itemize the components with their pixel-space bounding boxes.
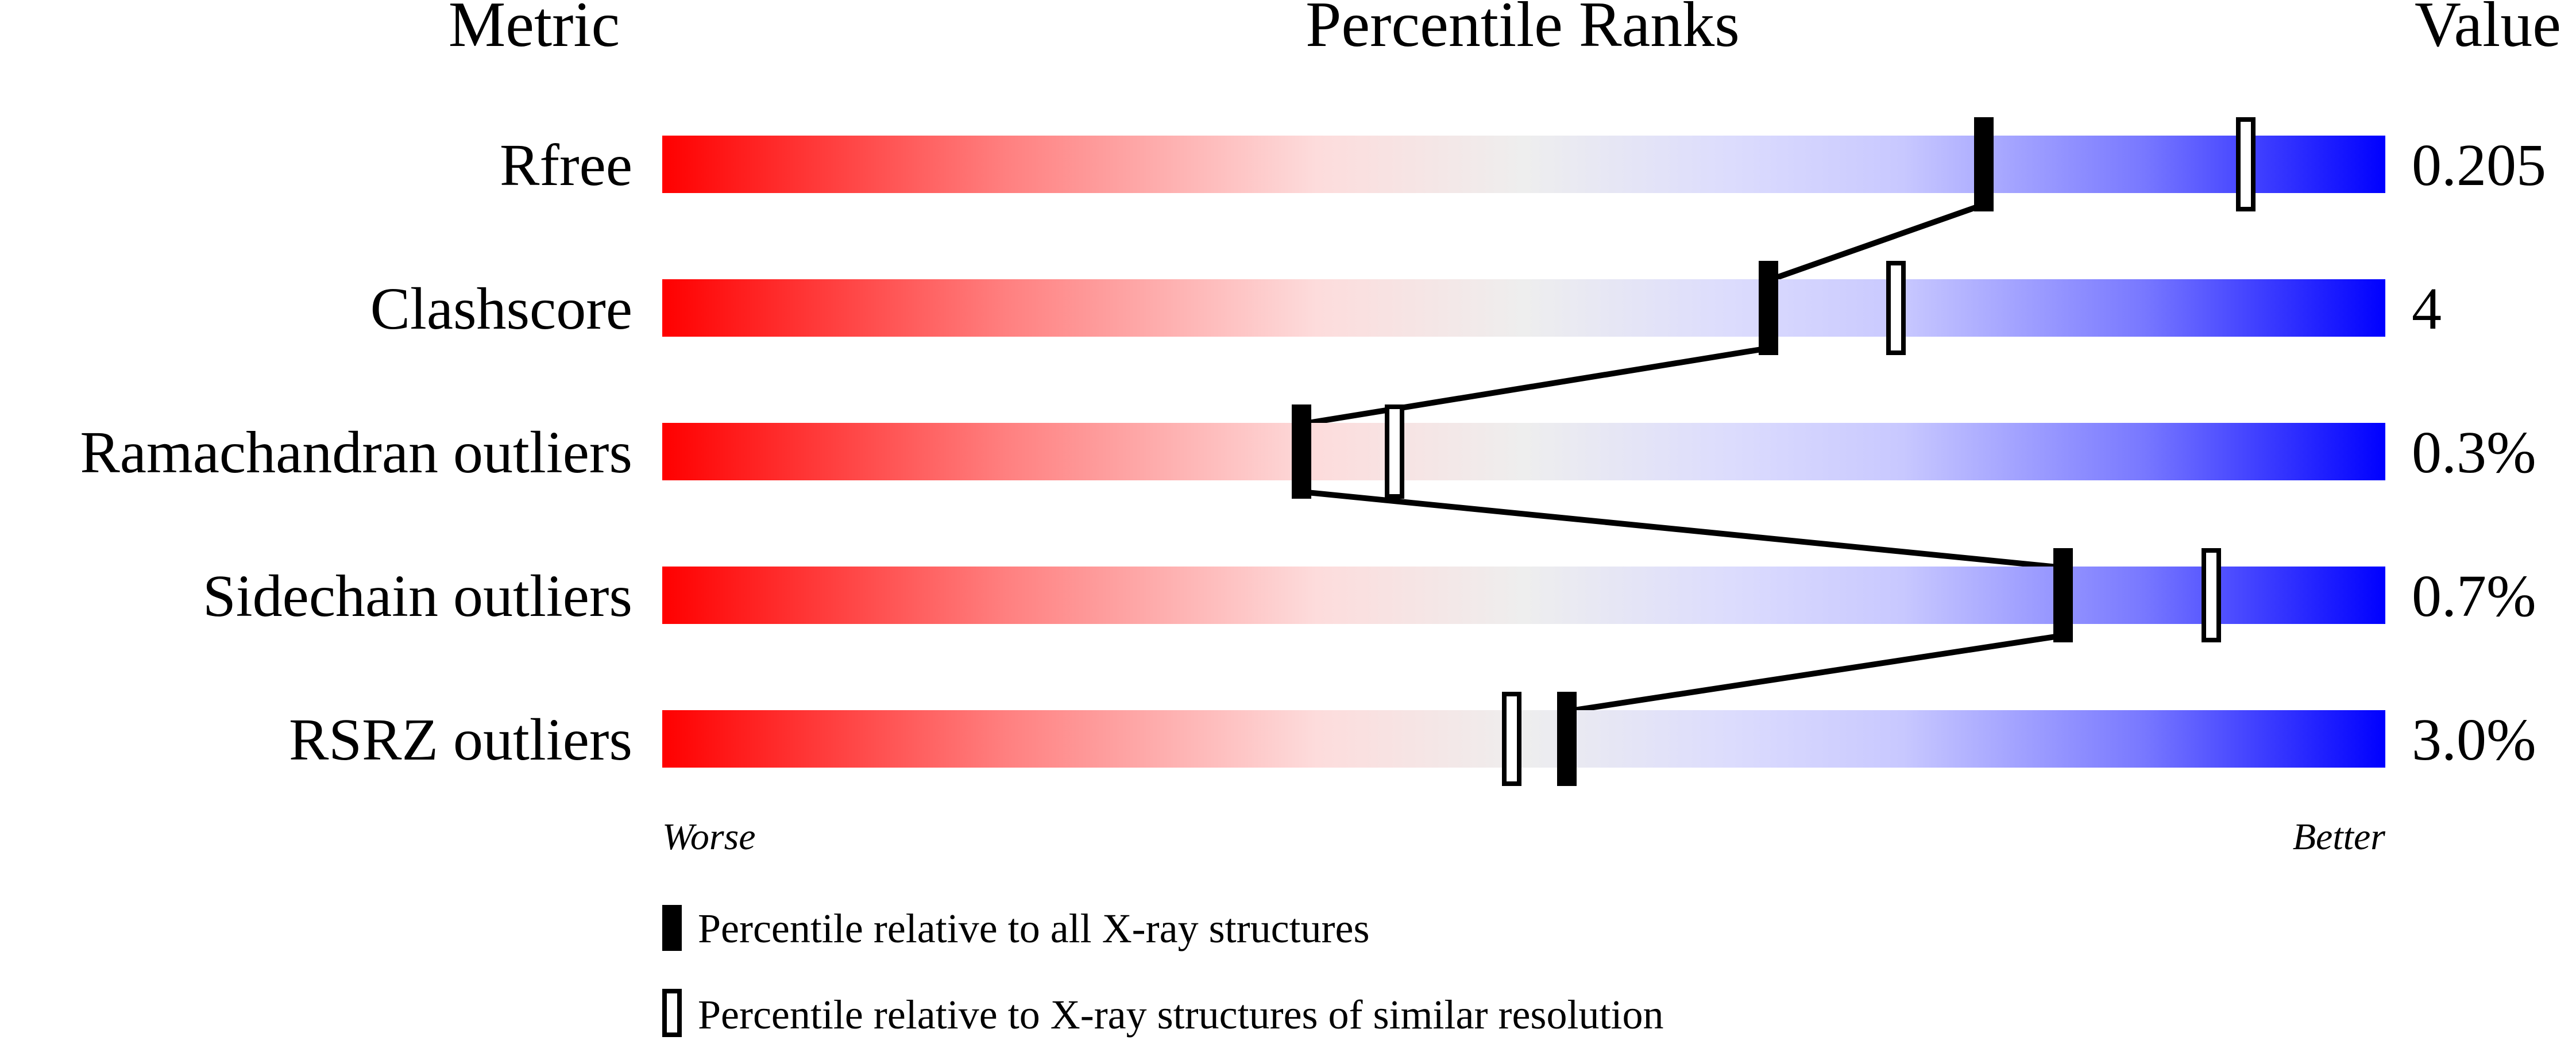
metric-label: Ramachandran outliers: [80, 419, 632, 486]
marker-all-structures: [1759, 261, 1778, 355]
metric-value: 0.7%: [2412, 563, 2536, 629]
marker-similar-resolution: [2202, 548, 2221, 642]
connector-line: [1767, 202, 1985, 283]
marker-all-structures: [1974, 117, 1994, 211]
marker-all-structures: [1292, 404, 1311, 499]
gradient-bar: [662, 136, 2385, 193]
gradient-bar: [662, 710, 2385, 768]
metric-label: Clashscore: [370, 276, 632, 342]
metric-value: 3.0%: [2412, 707, 2536, 773]
legend-filled-marker: [662, 905, 682, 951]
marker-all-structures: [2053, 548, 2073, 642]
worse-label: Worse: [662, 816, 756, 858]
metric-value: 4: [2412, 276, 2442, 342]
connector-line: [1301, 489, 2064, 571]
metric-value: 0.3%: [2412, 419, 2536, 486]
header-value: Value: [2415, 0, 2561, 60]
connector-line: [1566, 633, 2064, 714]
gradient-bar: [662, 567, 2385, 624]
legend-filled-label: Percentile relative to all X-ray structu…: [698, 906, 1370, 951]
marker-similar-resolution: [1385, 404, 1404, 499]
legend-open-marker: [662, 989, 682, 1037]
marker-similar-resolution: [1886, 261, 1906, 355]
connector-line: [1301, 345, 1769, 427]
better-label: Better: [2293, 816, 2386, 858]
metric-label: Sidechain outliers: [203, 563, 632, 629]
metric-label: RSRZ outliers: [289, 707, 632, 773]
header-percentile-ranks: Percentile Ranks: [1306, 0, 1740, 60]
legend-open-label: Percentile relative to X-ray structures …: [698, 992, 1663, 1038]
marker-similar-resolution: [2236, 117, 2256, 211]
marker-all-structures: [1557, 692, 1577, 786]
gradient-bar: [662, 423, 2385, 480]
header-metric: Metric: [449, 0, 620, 60]
metric-value: 0.205: [2412, 132, 2546, 198]
marker-similar-resolution: [1502, 692, 1521, 786]
metric-label: Rfree: [500, 132, 632, 198]
gradient-bar: [662, 279, 2385, 337]
